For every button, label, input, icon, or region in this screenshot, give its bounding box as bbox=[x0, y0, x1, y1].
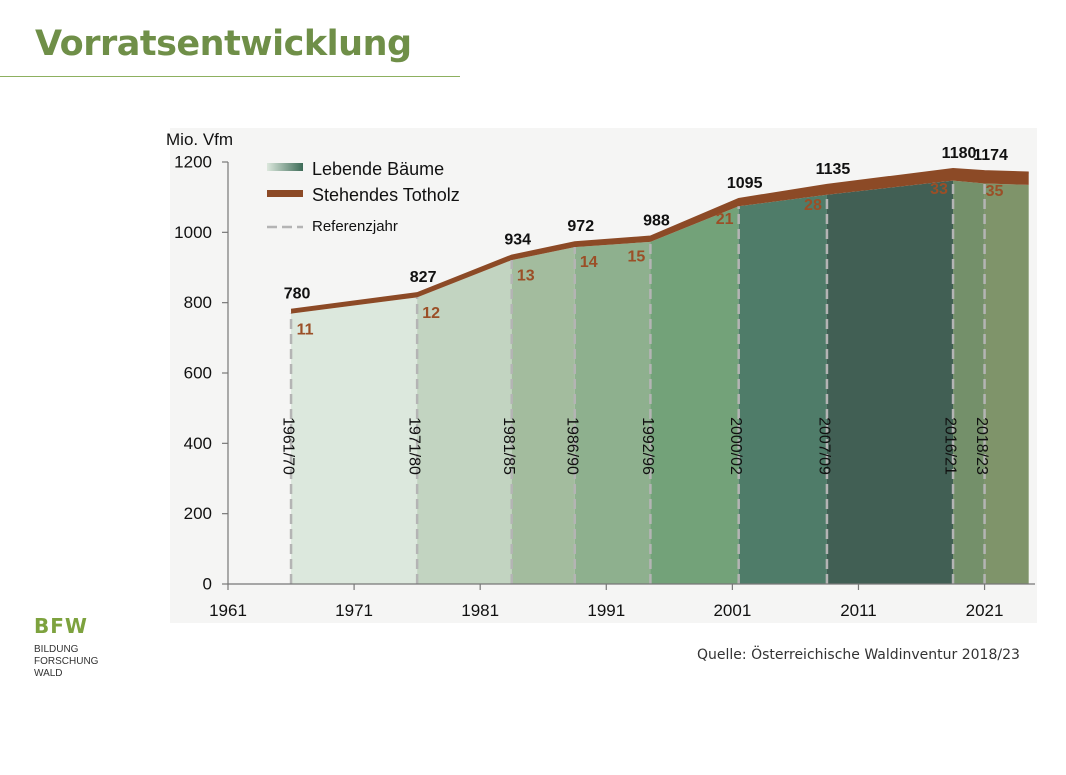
x-tick-label: 2011 bbox=[840, 601, 877, 620]
reference-period-label: 2016/21 bbox=[942, 417, 959, 475]
legend-swatch-deadwood bbox=[267, 190, 303, 197]
living-trees-segment bbox=[826, 180, 954, 584]
source-note: Quelle: Österreichische Waldinventur 201… bbox=[697, 647, 1020, 663]
living-trees-segment bbox=[953, 180, 985, 584]
y-tick-label: 1000 bbox=[174, 223, 212, 242]
legend-swatch-living-trees bbox=[267, 163, 303, 171]
logo-text: BILDUNG FORSCHUNG WALD bbox=[34, 644, 98, 680]
living-trees-segment bbox=[417, 260, 512, 584]
reference-period-label: 2000/02 bbox=[727, 417, 744, 475]
x-tick-label: 2001 bbox=[713, 601, 751, 620]
reference-period-label: 1992/96 bbox=[639, 417, 656, 475]
legend-label-deadwood: Stehendes Totholz bbox=[312, 185, 460, 205]
reference-period-label: 1971/80 bbox=[406, 417, 423, 475]
y-tick-label: 200 bbox=[184, 504, 212, 523]
legend-label-living-trees: Lebende Bäume bbox=[312, 159, 444, 179]
total-value-label: 1174 bbox=[973, 147, 1008, 164]
x-tick-label: 1971 bbox=[335, 601, 373, 620]
y-tick-label: 1200 bbox=[174, 153, 212, 172]
deadwood-value-label: 33 bbox=[930, 181, 948, 198]
living-trees-segment bbox=[650, 206, 739, 584]
total-value-label: 780 bbox=[284, 286, 311, 303]
y-axis-label: Mio. Vfm bbox=[166, 130, 233, 149]
deadwood-value-label: 14 bbox=[580, 254, 598, 271]
deadwood-value-label: 21 bbox=[716, 211, 734, 228]
y-tick-label: 600 bbox=[184, 364, 212, 383]
deadwood-outline bbox=[290, 168, 1029, 311]
logo-line: BILDUNG bbox=[34, 644, 79, 655]
logo-line: FORSCHUNG bbox=[34, 656, 99, 667]
total-value-label: 827 bbox=[410, 269, 437, 286]
logo-mark: BFW bbox=[34, 614, 88, 638]
y-tick-label: 800 bbox=[184, 293, 212, 312]
total-value-label: 934 bbox=[504, 232, 531, 249]
logo-line: WALD bbox=[34, 668, 63, 679]
reference-period-label: 1981/85 bbox=[500, 417, 517, 475]
living-trees-segment bbox=[738, 194, 827, 584]
x-tick-label: 1961 bbox=[209, 601, 247, 620]
x-tick-label: 2021 bbox=[966, 601, 1004, 620]
legend-label-reference-year: Referenzjahr bbox=[312, 218, 398, 235]
deadwood-value-label: 28 bbox=[804, 197, 822, 214]
deadwood-value-label: 15 bbox=[628, 249, 646, 266]
total-value-label: 1180 bbox=[942, 145, 977, 162]
total-value-label: 988 bbox=[643, 213, 670, 230]
y-tick-label: 400 bbox=[184, 434, 212, 453]
x-tick-label: 1991 bbox=[587, 601, 625, 620]
total-value-label: 1095 bbox=[727, 175, 763, 192]
slide-title: Vorratsentwicklung bbox=[35, 24, 412, 64]
y-tick-label: 0 bbox=[203, 575, 212, 594]
total-value-label: 972 bbox=[567, 218, 594, 235]
deadwood-value-label: 11 bbox=[297, 322, 314, 339]
deadwood-value-label: 35 bbox=[986, 183, 1004, 200]
x-tick-label: 1981 bbox=[461, 601, 499, 620]
reference-period-label: 2018/23 bbox=[973, 417, 990, 475]
reference-period-label: 2007/09 bbox=[815, 417, 832, 475]
bfw-logo: BFW BILDUNG FORSCHUNG WALD bbox=[34, 614, 98, 680]
reference-period-label: 1986/90 bbox=[563, 417, 580, 475]
living-trees-segment bbox=[511, 247, 575, 584]
reference-period-label: 1961/70 bbox=[280, 417, 297, 475]
living-trees-segment bbox=[984, 183, 1029, 584]
living-trees-segment bbox=[291, 297, 418, 584]
deadwood-value-label: 13 bbox=[517, 268, 535, 285]
title-underline bbox=[0, 76, 460, 77]
total-value-label: 1135 bbox=[816, 161, 851, 178]
deadwood-value-label: 12 bbox=[422, 305, 440, 322]
living-trees-segment bbox=[574, 241, 651, 584]
